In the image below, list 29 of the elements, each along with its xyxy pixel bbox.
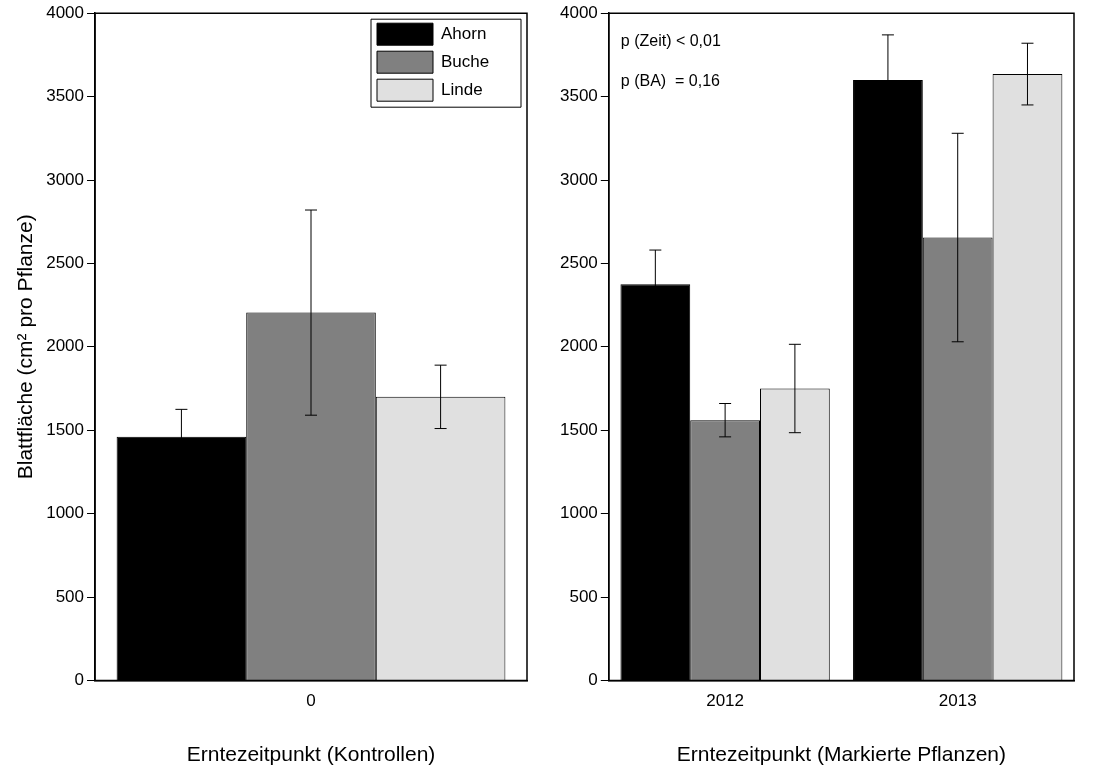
- y-tick-label: 0: [74, 670, 85, 690]
- legend-label: Ahorn: [441, 23, 487, 43]
- y-tick-label: 2500: [46, 253, 85, 273]
- x-tick-label: 0: [306, 691, 316, 711]
- y-tick-label: 3000: [559, 169, 598, 189]
- x-tick-label: 2013: [938, 691, 977, 711]
- y-tick-label: 1000: [46, 503, 85, 523]
- y-tick-label: 500: [569, 586, 598, 606]
- y-tick-label: 0: [588, 670, 598, 690]
- y-tick-label: 1500: [559, 419, 598, 439]
- legend-label: Buche: [441, 51, 490, 71]
- x-axis-title: Erntezeitpunkt (Kontrollen): [186, 742, 436, 766]
- y-tick-label: 1500: [46, 419, 85, 439]
- x-axis-title: Erntezeitpunkt (Markierte Pflanzen): [676, 742, 1006, 766]
- y-tick-label: 2500: [559, 253, 598, 273]
- y-tick-label: 2000: [46, 336, 85, 356]
- y-tick-label: 4000: [559, 2, 598, 22]
- y-tick-label: 2000: [559, 336, 598, 356]
- annotation: p (Zeit) < 0,01: [620, 31, 721, 49]
- y-tick-label: 3500: [46, 86, 85, 106]
- x-tick-label: 2012: [706, 691, 745, 711]
- y-tick-label: 3000: [46, 169, 85, 189]
- annotation: p (BA) = 0,16: [620, 71, 721, 89]
- y-axis-title: Blattfläche (cm² pro Pflanze): [13, 214, 37, 480]
- y-tick-label: 1000: [559, 503, 598, 523]
- y-tick-label: 500: [55, 586, 85, 606]
- y-tick-label: 4000: [46, 2, 85, 22]
- y-tick-label: 3500: [559, 86, 598, 106]
- legend-label: Linde: [441, 79, 483, 99]
